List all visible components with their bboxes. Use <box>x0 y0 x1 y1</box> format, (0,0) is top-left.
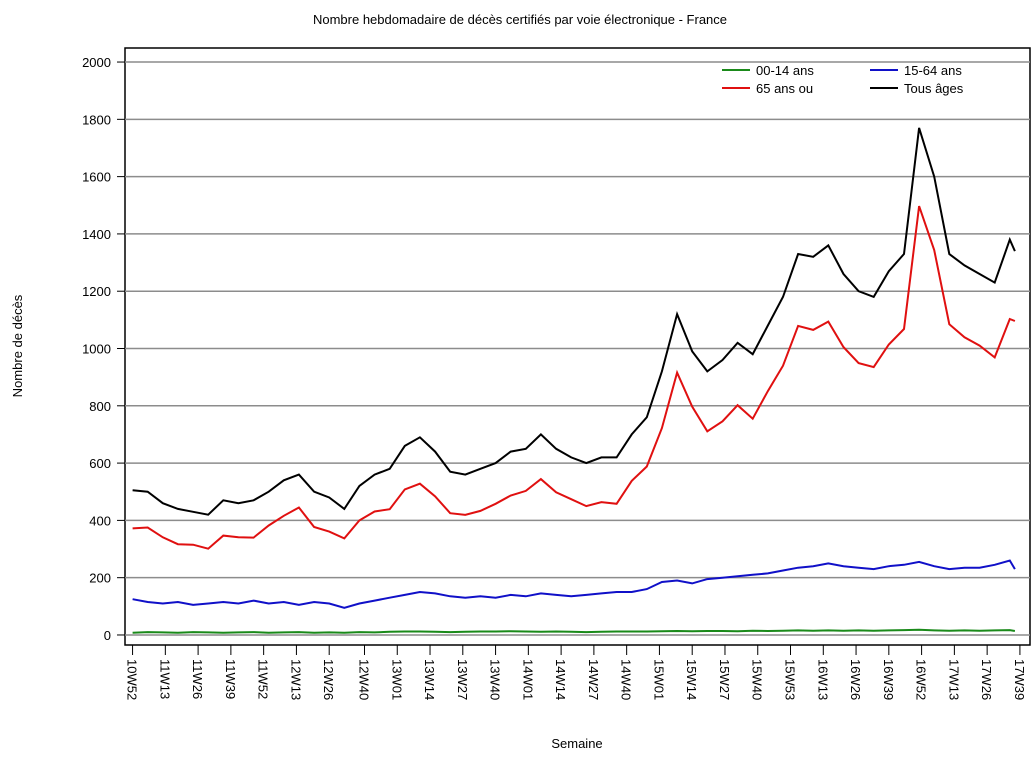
x-tick-label: 13W40 <box>488 659 503 700</box>
x-tick-label: 17W39 <box>1012 659 1027 700</box>
y-tick-label: 1000 <box>82 342 111 357</box>
x-tick-label: 11W52 <box>256 659 271 699</box>
x-tick-label: 11W26 <box>190 659 205 699</box>
x-tick-label: 14W14 <box>553 659 568 700</box>
x-tick-label: 12W40 <box>356 659 371 700</box>
y-tick-label: 1400 <box>82 227 111 242</box>
legend-label: 15-64 ans <box>904 63 962 78</box>
x-axis-title: Semaine <box>551 736 602 751</box>
x-tick-label: 14W40 <box>619 659 634 700</box>
x-tick-label: 15W40 <box>750 659 765 700</box>
plot-frame <box>124 47 1031 646</box>
x-tick-label: 16W52 <box>914 659 929 700</box>
x-tick-label: 11W39 <box>223 659 238 699</box>
series-line <box>132 628 1016 634</box>
series-line <box>132 127 1016 516</box>
legend-label: Tous âges <box>904 81 964 96</box>
y-tick-label: 800 <box>89 399 111 414</box>
legend-label: 00-14 ans <box>756 63 814 78</box>
y-tick-label: 1200 <box>82 284 111 299</box>
x-tick-label: 13W14 <box>422 659 437 700</box>
x-tick-label: 15W14 <box>684 659 699 700</box>
x-tick-label: 10W52 <box>125 659 140 700</box>
series-line <box>132 205 1016 550</box>
x-tick-label: 15W53 <box>783 659 798 700</box>
x-tick-label: 13W01 <box>389 659 404 700</box>
x-tick-label: 17W13 <box>946 659 961 700</box>
x-tick-label: 13W27 <box>455 659 470 700</box>
y-tick-label: 200 <box>89 571 111 586</box>
legend-label: 65 ans ou <box>756 81 813 96</box>
x-tick-label: 12W26 <box>321 659 336 700</box>
y-tick-label: 0 <box>104 628 111 643</box>
x-tick-label: 15W01 <box>651 659 666 700</box>
y-tick-label: 400 <box>89 513 111 528</box>
x-tick-label: 14W01 <box>520 659 535 700</box>
y-tick-label: 600 <box>89 456 111 471</box>
x-tick-label: 16W39 <box>881 659 896 700</box>
x-tick-label: 16W13 <box>815 659 830 700</box>
series-line <box>132 559 1016 609</box>
x-tick-label: 16W26 <box>848 659 863 700</box>
x-tick-label: 11W13 <box>157 659 172 699</box>
y-tick-label: 2000 <box>82 55 111 70</box>
y-tick-label: 1800 <box>82 112 111 127</box>
x-tick-label: 12W13 <box>288 659 303 700</box>
x-tick-label: 15W27 <box>717 659 732 700</box>
chart-title: Nombre hebdomadaire de décès certifiés p… <box>313 12 727 27</box>
y-axis-title: Nombre de décès <box>10 294 25 397</box>
y-tick-label: 1600 <box>82 170 111 185</box>
x-tick-label: 14W27 <box>586 659 601 700</box>
x-tick-label: 17W26 <box>979 659 994 700</box>
